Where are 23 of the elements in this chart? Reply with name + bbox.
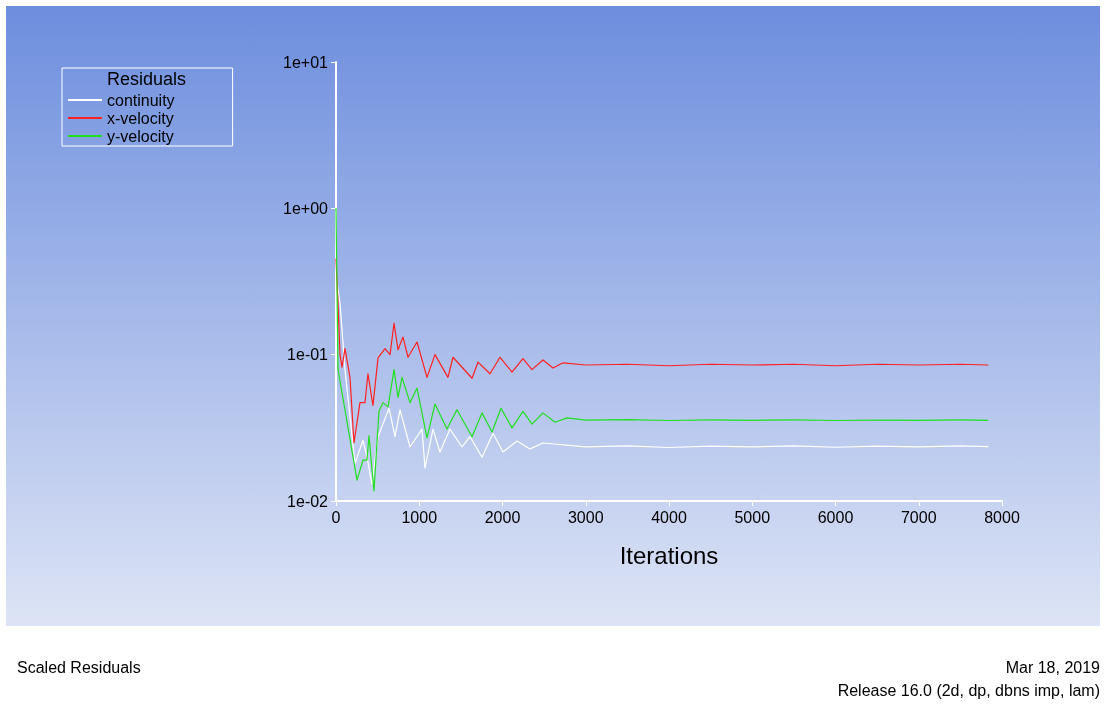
legend-label: continuity bbox=[107, 91, 175, 109]
x-tick-label: 4000 bbox=[651, 508, 687, 526]
legend-label: x-velocity bbox=[107, 109, 174, 127]
y-tick-label: 1e+00 bbox=[283, 199, 329, 217]
text: Release 16.0 (2d, dp, dbns imp, lam) bbox=[837, 681, 1100, 699]
x-tick-label: 1000 bbox=[401, 508, 438, 526]
x-tick-label: 0 bbox=[331, 508, 341, 526]
legend-title: Residuals bbox=[107, 69, 187, 89]
x-tick-label: 7000 bbox=[900, 508, 937, 526]
x-tick-label: 8000 bbox=[984, 508, 1020, 526]
legend-label: y-velocity bbox=[107, 127, 174, 145]
text: Scaled Residuals bbox=[17, 658, 141, 676]
text: Mar 18, 2019 bbox=[1005, 658, 1101, 676]
x-tick-label: 2000 bbox=[484, 508, 521, 526]
y-tick-label: 1e+01 bbox=[283, 53, 329, 71]
x-tick-label: 6000 bbox=[817, 508, 854, 526]
x-axis-title: Iterations bbox=[619, 541, 719, 569]
x-tick-label: 5000 bbox=[734, 508, 771, 526]
x-tick-label: 3000 bbox=[567, 508, 604, 526]
y-tick-label: 1e-02 bbox=[287, 492, 329, 510]
line-series bbox=[335, 258, 989, 444]
line-series bbox=[335, 207, 989, 492]
y-tick-label: 1e-01 bbox=[287, 346, 329, 364]
